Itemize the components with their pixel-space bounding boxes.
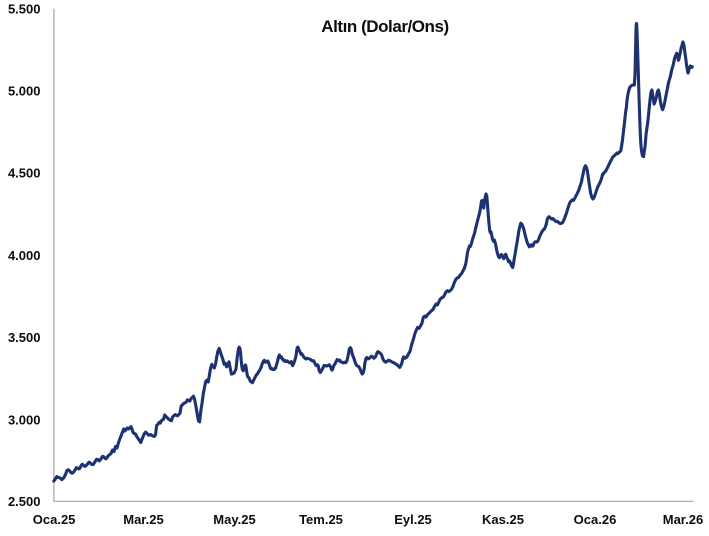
svg-text:3.000: 3.000 [8, 412, 41, 427]
svg-text:Kas.25: Kas.25 [482, 512, 524, 527]
svg-text:Oca.25: Oca.25 [33, 512, 76, 527]
svg-text:3.500: 3.500 [8, 330, 41, 345]
svg-text:Mar.26: Mar.26 [663, 512, 703, 527]
svg-text:Altın (Dolar/Ons): Altın (Dolar/Ons) [321, 17, 448, 36]
svg-text:Oca.26: Oca.26 [574, 512, 617, 527]
svg-text:5.500: 5.500 [8, 1, 41, 16]
svg-text:4.500: 4.500 [8, 166, 41, 181]
svg-text:Mar.25: Mar.25 [123, 512, 163, 527]
svg-text:4.000: 4.000 [8, 248, 41, 263]
svg-text:5.000: 5.000 [8, 84, 41, 99]
svg-text:Eyl.25: Eyl.25 [394, 512, 432, 527]
svg-text:May.25: May.25 [213, 512, 255, 527]
svg-text:2.500: 2.500 [8, 494, 41, 509]
svg-text:Tem.25: Tem.25 [299, 512, 343, 527]
